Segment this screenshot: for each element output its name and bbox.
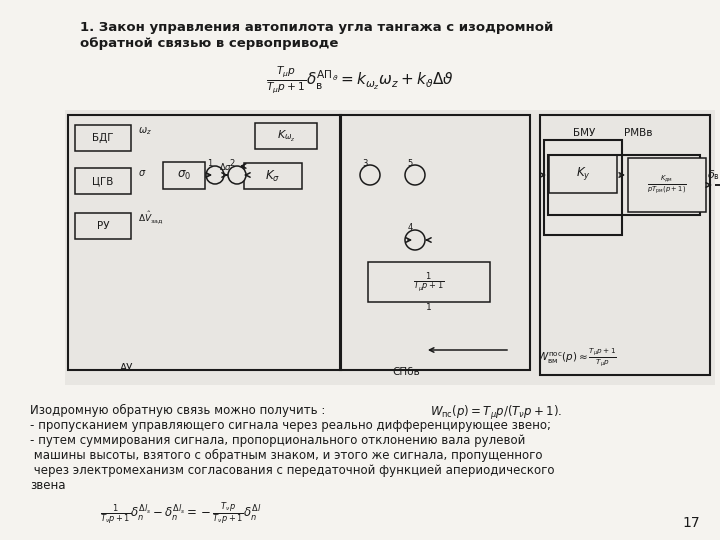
Bar [244, 163, 302, 189]
Text: $\omega_z$: $\omega_z$ [138, 125, 152, 137]
Text: $W_{\text{вм}}^{\text{пос}}(p)\approx\frac{T_{\mu}p+1}{T_{\mu}p}$: $W_{\text{вм}}^{\text{пос}}(p)\approx\fr… [537, 347, 617, 369]
Circle shape [405, 165, 425, 185]
Text: $\frac{1}{T_{\mu}p+1}$: $\frac{1}{T_{\mu}p+1}$ [413, 270, 445, 294]
Bar [163, 162, 205, 189]
Text: 2: 2 [230, 159, 235, 168]
Text: 5: 5 [408, 159, 413, 167]
Circle shape [360, 165, 380, 185]
Text: БДГ: БДГ [92, 133, 114, 143]
Text: $K_\sigma$: $K_\sigma$ [266, 168, 281, 184]
Text: $W_{\text{пс}}(p) = T_{\mu}p/(T_{\nu}p+1).$: $W_{\text{пс}}(p) = T_{\mu}p/(T_{\nu}p+1… [430, 404, 562, 422]
Text: $\Delta\sigma$: $\Delta\sigma$ [220, 160, 233, 172]
Bar [549, 155, 617, 193]
Text: $\frac{K_{\text{дм}}}{pT_{\text{рм}}(p+1)}$: $\frac{K_{\text{дм}}}{pT_{\text{рм}}(p+1… [647, 174, 687, 197]
Bar [340, 115, 530, 370]
Circle shape [405, 230, 425, 250]
Text: через электромеханизм согласования с передаточной функцией апериодического: через электромеханизм согласования с пер… [30, 464, 554, 477]
Text: - пропусканием управляющего сигнала через реально дифференцирующее звено;: - пропусканием управляющего сигнала чере… [30, 419, 551, 432]
Bar [255, 123, 317, 149]
Text: - путем суммирования сигнала, пропорционального отклонению вала рулевой: - путем суммирования сигнала, пропорцион… [30, 434, 526, 447]
Text: $\frac{1}{T_{\nu}p+1}\delta_{n}^{\Delta l_s} - \delta_{n}^{\Delta l_s} = -\frac{: $\frac{1}{T_{\nu}p+1}\delta_{n}^{\Delta … [100, 500, 261, 525]
Bar [75, 125, 131, 151]
Bar [548, 155, 700, 215]
Text: 17: 17 [683, 516, 700, 530]
Bar [540, 115, 710, 375]
Circle shape [206, 166, 224, 184]
Circle shape [228, 166, 246, 184]
Text: $\frac{T_{\mu}p}{T_{\mu}p+1}\delta_{\text{в}}^{\text{АП}_{\vartheta}} = k_{\omeg: $\frac{T_{\mu}p}{T_{\mu}p+1}\delta_{\tex… [266, 64, 454, 96]
Text: обратной связью в сервоприводе: обратной связью в сервоприводе [80, 37, 338, 51]
Text: $K_{\omega_z}$: $K_{\omega_z}$ [276, 129, 295, 144]
Bar [65, 110, 715, 385]
Bar [75, 213, 131, 239]
Bar [544, 140, 622, 235]
Text: 1: 1 [426, 302, 432, 312]
Text: машины высоты, взятого с обратным знаком, и этого же сигнала, пропущенного: машины высоты, взятого с обратным знаком… [30, 449, 542, 462]
Bar [68, 115, 341, 370]
Text: 1: 1 [207, 159, 212, 168]
Text: 3: 3 [362, 159, 368, 167]
Text: ЦГВ: ЦГВ [92, 176, 114, 186]
Text: СПδв: СПδв [392, 367, 420, 377]
Text: $K_y$: $K_y$ [576, 165, 590, 183]
Text: РМВв: РМВв [624, 128, 652, 138]
Text: 1. Закон управления автопилота угла тангажа с изодромной: 1. Закон управления автопилота угла танг… [80, 22, 554, 35]
Bar [628, 158, 706, 212]
Text: $\Delta\hat{V}_{\text{зад}}$: $\Delta\hat{V}_{\text{зад}}$ [138, 210, 163, 226]
Text: 4: 4 [408, 224, 413, 233]
Bar [75, 168, 131, 194]
Text: $\delta_\text{в}$: $\delta_\text{в}$ [707, 168, 720, 182]
Bar [368, 262, 490, 302]
Text: $\sigma$: $\sigma$ [138, 168, 146, 178]
Text: АУ: АУ [120, 363, 133, 373]
Text: РУ: РУ [96, 221, 109, 231]
Text: звена: звена [30, 479, 66, 492]
Text: Изодромную обратную связь можно получить :: Изодромную обратную связь можно получить… [30, 404, 325, 417]
Text: БМУ: БМУ [573, 128, 595, 138]
Text: $\sigma_0$: $\sigma_0$ [177, 168, 191, 181]
